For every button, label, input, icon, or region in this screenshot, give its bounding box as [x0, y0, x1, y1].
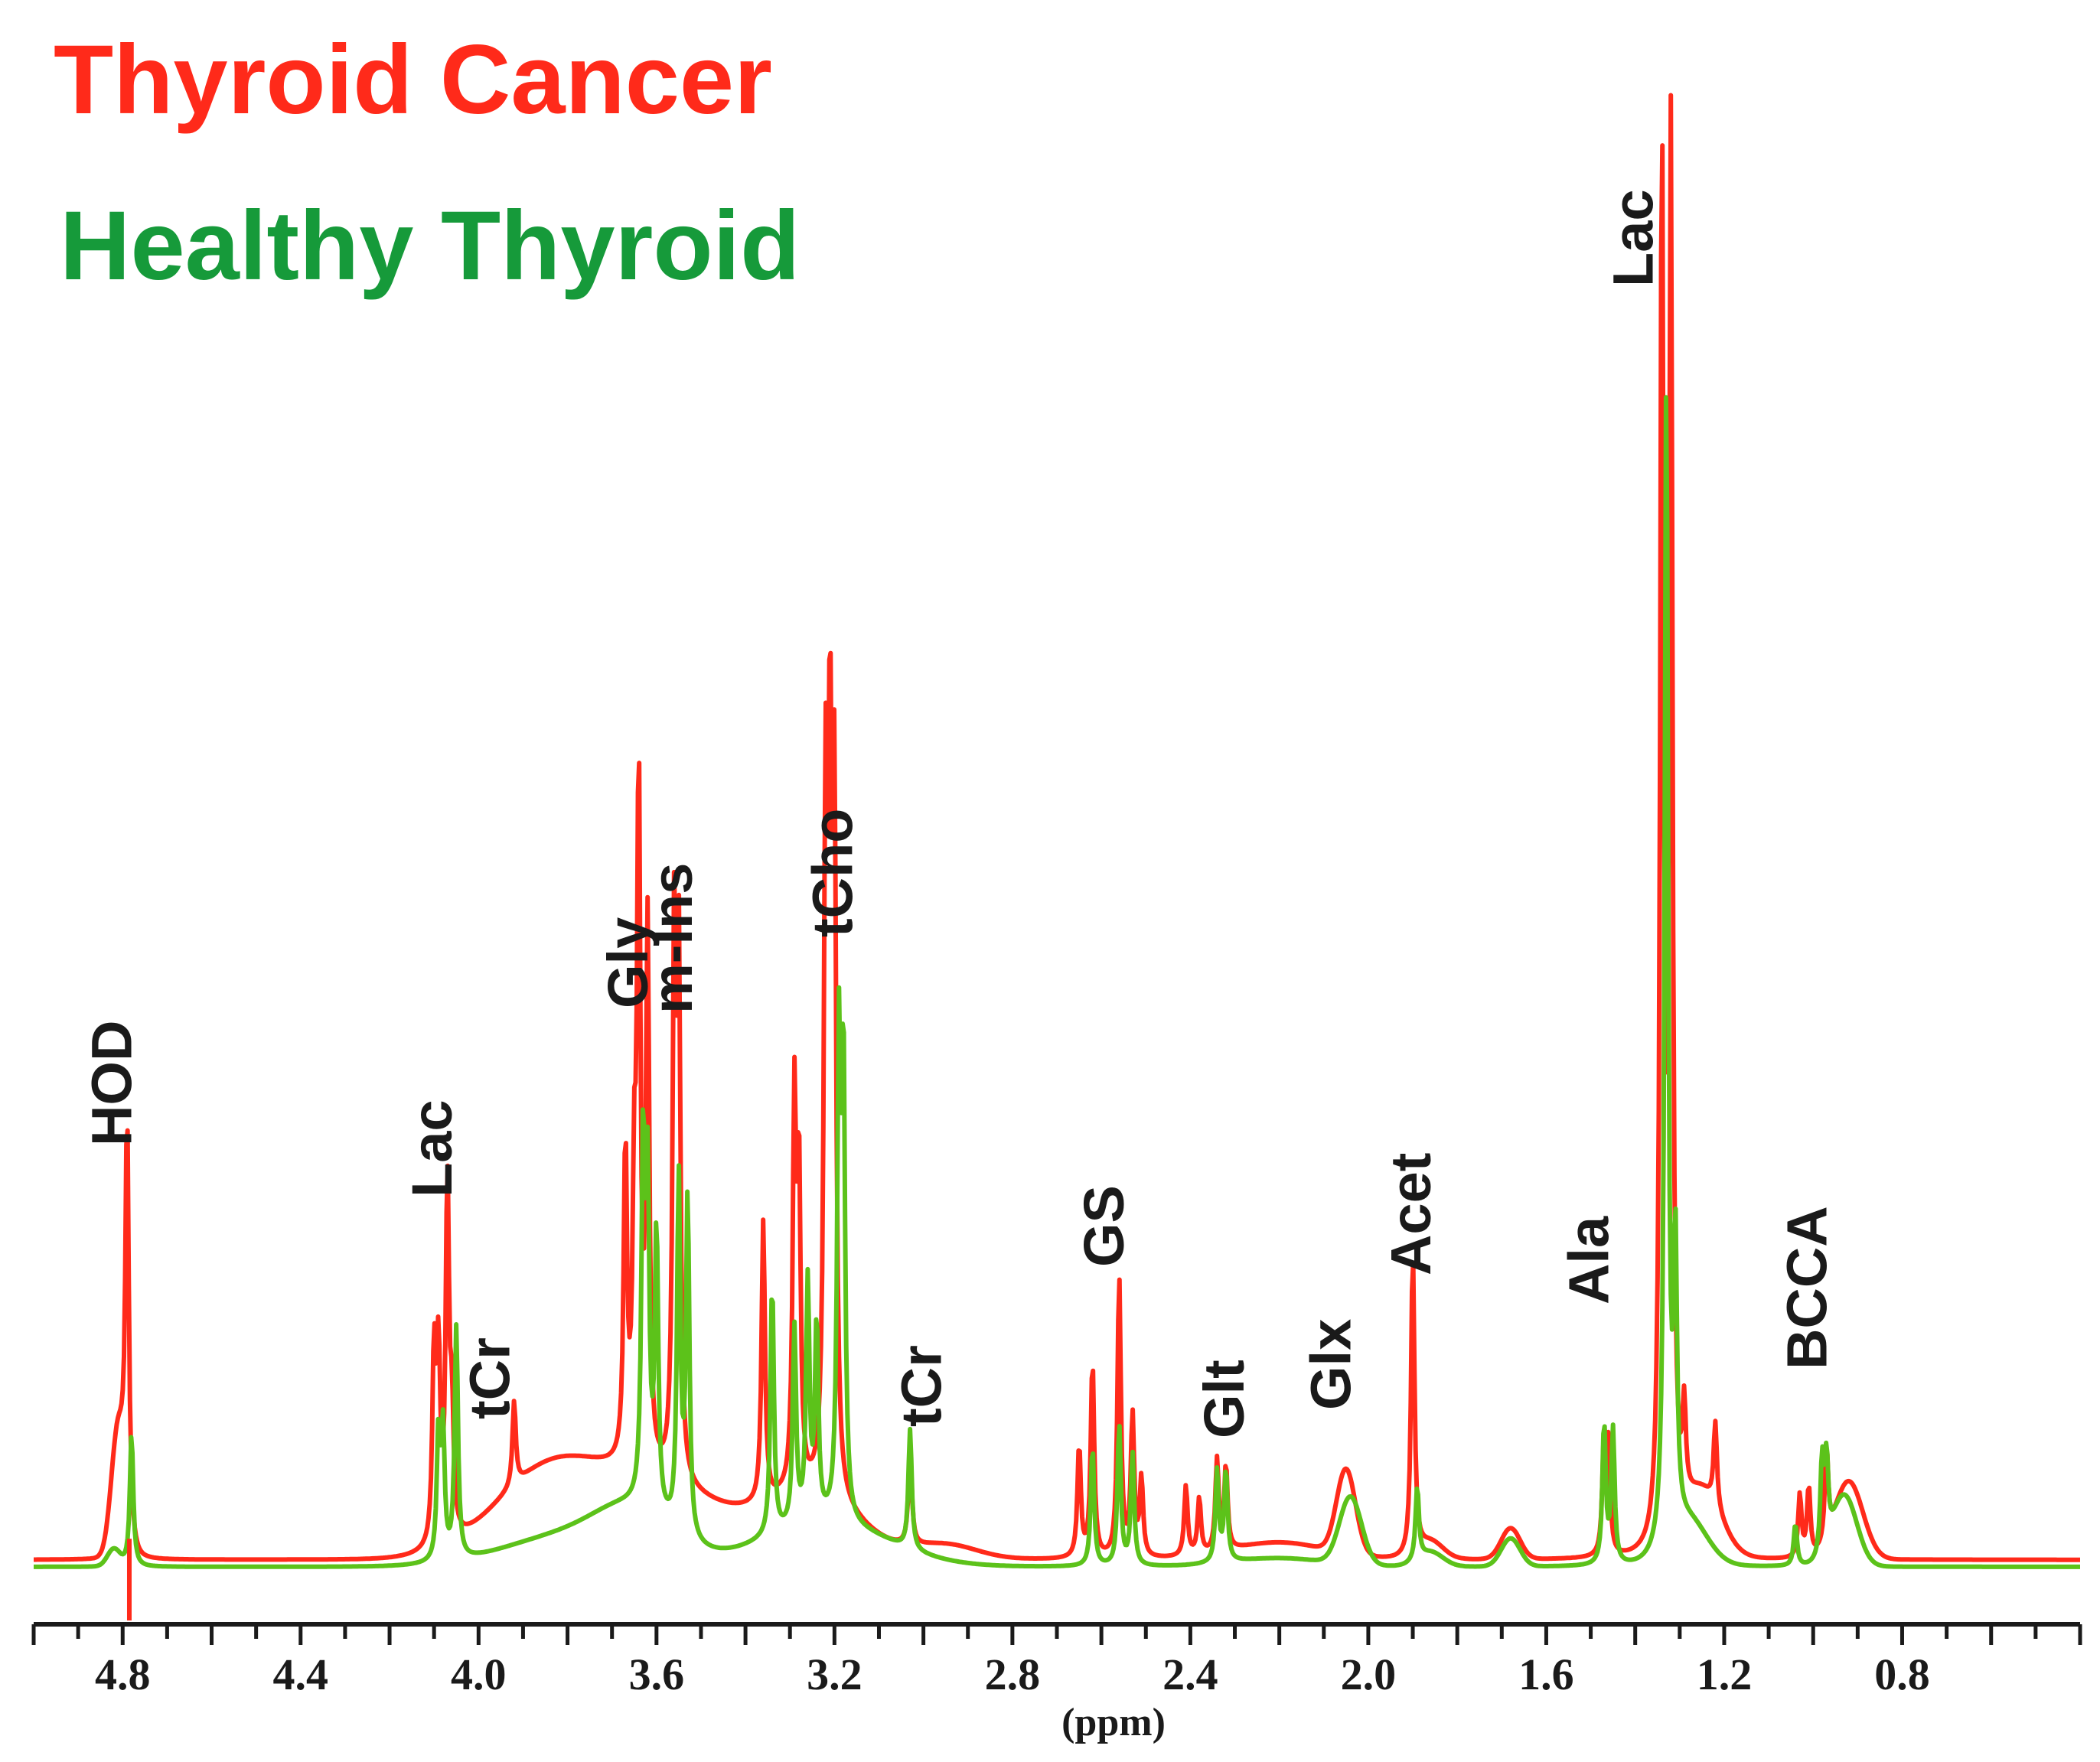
series-line-thyroid-cancer [32, 93, 2082, 1562]
peak-label-acet: Acet [1379, 1153, 1443, 1275]
peak-label-lac: Lac [400, 1099, 464, 1197]
spectra [32, 93, 2082, 1620]
x-tick-label: 0.8 [1874, 1650, 1930, 1699]
x-tick-label: 2.4 [1162, 1650, 1218, 1699]
x-tick-label: 3.2 [807, 1650, 862, 1699]
x-tick-label: 4.4 [273, 1650, 329, 1699]
x-tick-label: 2.0 [1341, 1650, 1397, 1699]
peak-label-tcr: tCr [458, 1337, 522, 1419]
x-tick-label: 4.8 [95, 1650, 151, 1699]
peak-label-gs: GS [1072, 1185, 1136, 1267]
legend-entry-thyroid-cancer: Thyroid Cancer [54, 25, 772, 135]
x-tick-label: 4.0 [451, 1650, 507, 1699]
peak-label-gly: Gly [596, 917, 660, 1008]
peak-label-glx: Glx [1299, 1319, 1362, 1410]
peak-label-m-ins: m-Ins [641, 863, 704, 1014]
legend-entry-healthy-thyroid: Healthy Thyroid [60, 191, 800, 301]
x-tick-label: 1.2 [1697, 1650, 1753, 1699]
x-tick-label: 1.6 [1518, 1650, 1574, 1699]
x-axis: (ppm) 4.8 4.4 4.0 3.6 3.2 2.8 2.4 2.0 1.6 1.2 0.8 [31, 1622, 2082, 1744]
x-tick-label: 2.8 [985, 1650, 1041, 1699]
legend: Thyroid Cancer Healthy Thyroid [54, 25, 800, 301]
series-line-healthy-thyroid [32, 395, 2082, 1569]
peak-label-tcho: tCho [801, 809, 864, 938]
x-tick-label: 3.6 [629, 1650, 685, 1699]
peak-label-hod: HOD [80, 1021, 144, 1146]
x-axis-title: (ppm) [1061, 1701, 1166, 1744]
peak-label-bcca: BCCA [1775, 1206, 1838, 1370]
peak-label-glt: Glt [1192, 1360, 1256, 1438]
peak-label-lac: Lac [1602, 189, 1665, 287]
peak-label-tcr: tCr [890, 1345, 954, 1427]
peak-label-ala: Ala [1557, 1216, 1621, 1304]
